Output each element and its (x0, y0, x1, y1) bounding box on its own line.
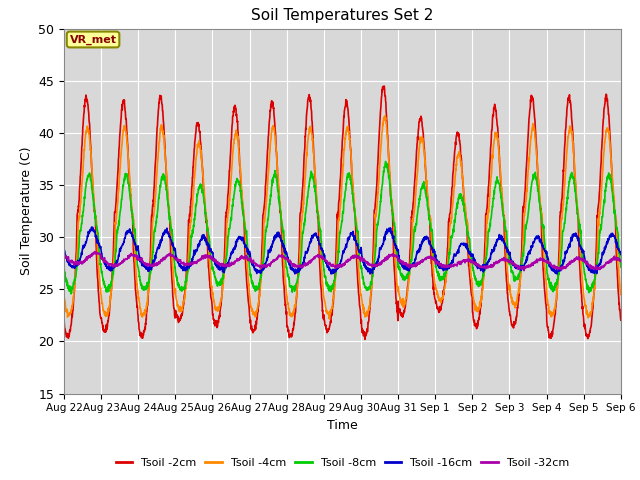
X-axis label: Time: Time (327, 419, 358, 432)
Text: VR_met: VR_met (70, 35, 116, 45)
Legend: Tsoil -2cm, Tsoil -4cm, Tsoil -8cm, Tsoil -16cm, Tsoil -32cm: Tsoil -2cm, Tsoil -4cm, Tsoil -8cm, Tsoi… (111, 454, 573, 473)
Title: Soil Temperatures Set 2: Soil Temperatures Set 2 (252, 9, 433, 24)
Y-axis label: Soil Temperature (C): Soil Temperature (C) (20, 147, 33, 276)
